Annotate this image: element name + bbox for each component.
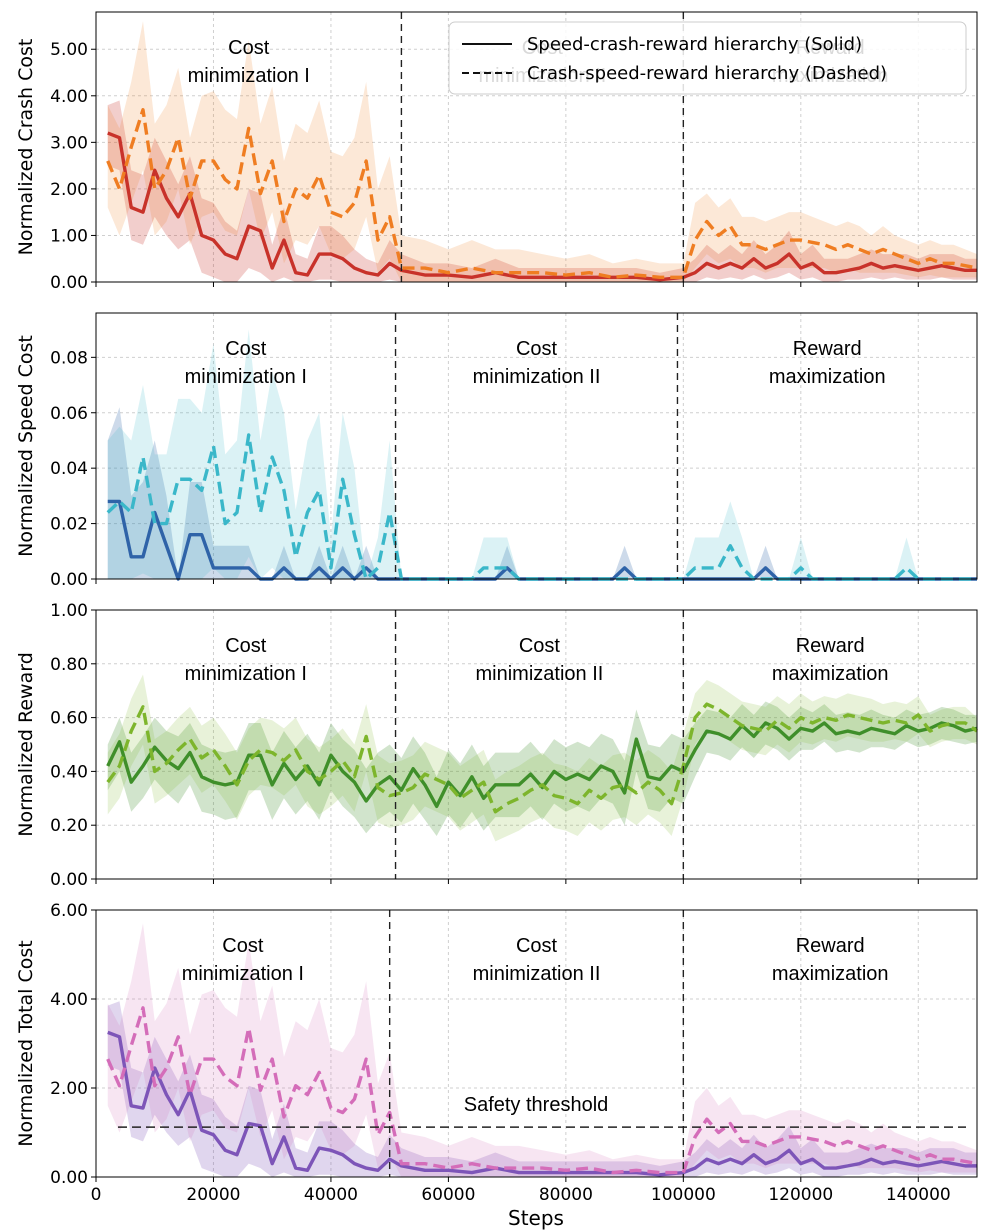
y-tick-label: 0.80 (50, 655, 88, 675)
band-dashed (107, 674, 978, 842)
y-tick-label: 0.00 (50, 273, 88, 293)
y-axis-label: Normalized Total Cost (15, 940, 37, 1146)
phase-label-line1: Reward (793, 338, 862, 360)
phase-label-line2: minimization I (188, 65, 310, 87)
series-line-solid (107, 1030, 977, 1177)
x-tick-label: 40000 (304, 1185, 358, 1205)
phase-label-line2: minimization I (182, 963, 304, 985)
phase-label-line2: minimization II (473, 963, 601, 985)
phase-label-line1: Cost (516, 935, 558, 957)
y-tick-label: 0.40 (50, 762, 88, 782)
phase-label-line2: minimization II (476, 663, 604, 685)
phase-label-line1: Cost (228, 37, 270, 59)
y-tick-label: 4.00 (50, 990, 88, 1010)
y-tick-label: 0.02 (50, 515, 88, 535)
phase-label-line1: Cost (519, 635, 561, 657)
y-tick-label: 0.00 (50, 1168, 88, 1188)
band-dashed (107, 21, 978, 283)
band-dashed (107, 923, 978, 1177)
phase-label-line1: Cost (225, 338, 267, 360)
y-tick-label: 3.00 (50, 133, 88, 153)
x-tick-label: 100000 (651, 1185, 716, 1205)
series-line-solid (107, 131, 977, 282)
y-tick-label: 2.00 (50, 1079, 88, 1099)
x-tick-label: 80000 (539, 1185, 593, 1205)
y-tick-label: 4.00 (50, 87, 88, 107)
y-tick-label: 0.04 (50, 459, 88, 479)
panel-2: Cost minimization I Cost minimization II Rew… (15, 312, 978, 590)
y-tick-label: 2.00 (50, 180, 88, 200)
series-line-dashed (106, 433, 977, 581)
legend-box (448, 21, 967, 95)
legend: Speed-crash-reward hierarchy (Solid) Cras… (448, 21, 967, 95)
axes-frame (95, 11, 978, 283)
phase-label-line2: maximization (772, 963, 889, 985)
x-tick-label: 20000 (186, 1185, 240, 1205)
phase-label-line2: minimization I (185, 366, 307, 388)
y-axis-label: Normalized Speed Cost (15, 335, 37, 557)
band-solid (107, 1001, 978, 1177)
y-tick-label: 0.20 (50, 816, 88, 836)
phase-label-line1: Cost (222, 935, 264, 957)
phase-label-line2: minimization II (473, 366, 601, 388)
axes-frame (95, 312, 978, 580)
y-tick-label: 5.00 (50, 40, 88, 60)
band-solid (107, 407, 978, 579)
band-solid (107, 701, 978, 836)
x-tick-label: 0 (91, 1185, 102, 1205)
axes-frame (95, 909, 978, 1178)
series-line-dashed (106, 702, 978, 814)
y-axis-label: Normalized Reward (15, 652, 37, 837)
phase-label-line1: Reward (796, 935, 865, 957)
y-tick-label: 1.00 (50, 601, 88, 621)
y-tick-label: 0.06 (50, 404, 88, 424)
y-tick-label: 1.00 (50, 226, 88, 246)
x-axis-label: Steps (508, 1206, 564, 1230)
y-tick-label: 0.08 (50, 348, 88, 368)
y-axis-label: Normalized Crash Cost (15, 39, 37, 256)
legend-label-dashed: Crash-speed-reward hierarchy (Dashed) (527, 63, 887, 84)
y-tick-label: 0.00 (50, 570, 88, 590)
phase-label-line1: Reward (796, 635, 865, 657)
y-tick-label: 0.00 (50, 870, 88, 890)
x-tick-label: 140000 (886, 1185, 951, 1205)
phase-label-line2: maximization (769, 366, 886, 388)
phase-label-line1: Cost (225, 635, 267, 657)
panel-4: Cost minimization I Cost minimization II Rew… (15, 901, 978, 1205)
series-line-dashed (106, 108, 978, 280)
safety-threshold-label: Safety threshold (464, 1094, 609, 1116)
y-tick-label: 0.60 (50, 709, 88, 729)
phase-label-line2: minimization I (185, 663, 307, 685)
panel-3: Cost minimization I Cost minimization II Rew… (15, 601, 978, 890)
series-line-dashed (106, 1006, 978, 1175)
band-dashed (107, 329, 978, 579)
x-tick-label: 120000 (768, 1185, 833, 1205)
axes-frame (95, 609, 978, 880)
legend-label-solid: Speed-crash-reward hierarchy (Solid) (527, 34, 862, 55)
x-tick-label: 60000 (421, 1185, 475, 1205)
y-tick-label: 6.00 (50, 901, 88, 921)
phase-label-line1: Cost (516, 338, 558, 360)
phase-label-line2: maximization (772, 663, 889, 685)
band-solid (107, 100, 978, 282)
